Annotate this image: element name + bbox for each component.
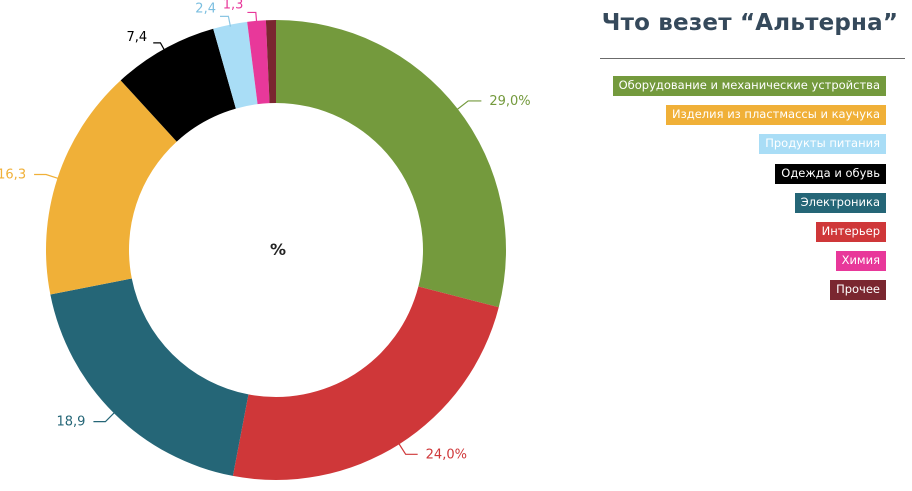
chart-title: Что везет “Альтерна” [601, 10, 899, 36]
title-divider [600, 58, 905, 59]
data-label-изделия-из-пластмассы-и-каучука: 16,3 [0, 167, 26, 182]
data-label-продукты-питания: 2,4 [195, 1, 216, 16]
legend-label: Прочее [830, 280, 886, 301]
data-label-электроника: 18,9 [56, 415, 85, 430]
legend-label: Оборудование и механические устройства [612, 76, 886, 96]
legend-item-прочее: Прочее [586, 280, 886, 309]
slice-продукты-питания [213, 21, 258, 109]
leader-line-химия [247, 11, 258, 23]
legend-label: Химия [835, 251, 886, 272]
slice-прочее [265, 20, 276, 104]
slice-электроника [50, 278, 249, 476]
legend-item-химия: Химия [586, 251, 886, 280]
leader-line-изделия-из-пластмассы-и-каучука [34, 173, 60, 180]
data-label-химия: 1,3 [223, 0, 244, 12]
legend-item-продукты-питания: Продукты питания [586, 134, 886, 163]
leader-line-электроника [93, 411, 116, 423]
leader-line-оборудование-и-механические-устройства [455, 100, 482, 111]
leader-line-одежда-и-обувь [153, 42, 166, 52]
data-label-интерьер: 24,0% [426, 447, 467, 462]
slice-оборудование-и-механические-устройства [276, 20, 507, 308]
chart-legend: Оборудование и механические устройства Из… [586, 76, 886, 310]
legend-item-интерьер: Интерьер [586, 221, 886, 251]
legend-label: Изделия из пластмассы и каучука [666, 105, 886, 126]
data-label-оборудование-и-механические-устройства: 29,0% [489, 94, 530, 109]
legend-item-одежда-и-обувь: Одежда и обувь [586, 163, 886, 193]
legend-label: Интерьер [815, 221, 886, 242]
center-label: % [269, 240, 287, 259]
legend-label: Продукты питания [759, 134, 886, 155]
leader-line-интерьер [397, 442, 418, 455]
slice-изделия-из-пластмассы-и-каучука [46, 80, 177, 295]
legend-item-электроника: Электроника [586, 192, 886, 222]
legend-label: Электроника [794, 192, 886, 213]
legend-label: Одежда и обувь [775, 163, 886, 184]
legend-item-оборудование-и-механические-устройства: Оборудование и механические устройства [586, 76, 886, 105]
legend-item-изделия-из-пластмассы-и-каучука: Изделия из пластмассы и каучука [586, 105, 886, 134]
slice-одежда-и-обувь [120, 28, 236, 142]
slice-интерьер [232, 286, 499, 480]
data-label-одежда-и-обувь: 7,4 [127, 30, 148, 45]
slice-химия [247, 20, 270, 105]
leader-line-продукты-питания [219, 15, 232, 27]
